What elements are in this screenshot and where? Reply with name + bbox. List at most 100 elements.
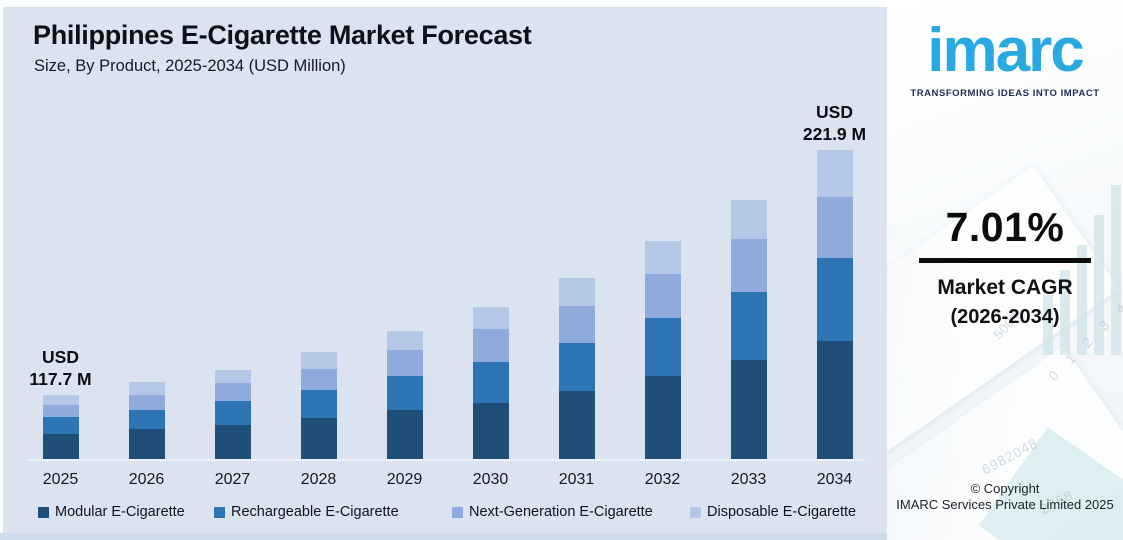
bar-segment [42, 405, 79, 417]
bottom-strip-decoration [0, 533, 890, 540]
chart-title: Philippines E-Cigarette Market Forecast [33, 20, 532, 50]
bar-segment [730, 239, 767, 292]
bar-segment [472, 403, 509, 459]
value-label-line: 221.9 M [802, 124, 867, 144]
background-bars-decoration [1043, 160, 1121, 355]
bar-segment [128, 410, 165, 429]
bar-segment [472, 329, 509, 362]
cagr-block: 7.01% Market CAGR (2026-2034) [887, 204, 1123, 329]
imarc-logo: imarc TRANSFORMING IDEAS INTO IMPACT [887, 14, 1123, 99]
background-bar-decoration [1111, 185, 1121, 355]
copyright-line2: IMARC Services Private Limited 2025 [896, 497, 1114, 512]
legend-item: Rechargeable E-Cigarette [214, 504, 399, 520]
bar-2032 [644, 241, 681, 459]
cagr-value: 7.01% [945, 204, 1065, 250]
legend-label: Disposable E-Cigarette [707, 504, 857, 520]
bar-segment [558, 278, 595, 306]
bar-segment [644, 274, 681, 318]
bar-2027 [214, 370, 251, 459]
brand-panel: 500.0 0 1 2 3 4 6982048 2768 imarc TRANSFOR… [887, 0, 1123, 540]
bar-segment [816, 341, 853, 459]
x-axis-label: 2025 [42, 471, 79, 488]
copyright: © Copyright IMARC Services Private Limit… [887, 481, 1123, 513]
bar-segment [214, 425, 251, 459]
background-bar-decoration [1077, 245, 1087, 355]
chart-subtitle: Size, By Product, 2025-2034 (USD Million… [34, 57, 346, 75]
bar-segment [214, 401, 251, 425]
value-label-line: USD [42, 347, 79, 367]
bar-segment [730, 200, 767, 239]
bar-segment [558, 391, 595, 459]
bar-segment [128, 429, 165, 459]
bar-2030 [472, 307, 509, 459]
x-axis-line [29, 459, 865, 461]
background-bar-decoration [1094, 215, 1104, 355]
value-label-line: 117.7 M [29, 369, 92, 389]
cagr-period: (2026-2034) [950, 306, 1060, 328]
bar-segment [730, 360, 767, 459]
bar-segment [386, 410, 423, 459]
bar-2031 [558, 278, 595, 459]
x-axis-label: 2027 [214, 471, 251, 488]
bar-segment [730, 292, 767, 360]
bar-segment [214, 370, 251, 383]
bar-segment [644, 241, 681, 274]
background-bar-decoration [1043, 295, 1053, 355]
cagr-divider [919, 258, 1091, 263]
x-axis-label: 2030 [472, 471, 509, 488]
bar-2029 [386, 331, 423, 459]
bar-segment [42, 395, 79, 405]
imarc-logo-tagline: TRANSFORMING IDEAS INTO IMPACT [910, 88, 1100, 99]
legend-swatch-icon [38, 506, 49, 518]
value-label-line: USD [816, 102, 853, 122]
bar-segment [472, 307, 509, 329]
copyright-line1: © Copyright [970, 481, 1040, 496]
bar-segment [558, 343, 595, 391]
bar-segment [214, 383, 251, 401]
bar-segment [386, 376, 423, 410]
legend-item: Next-Generation E-Cigarette [452, 504, 653, 520]
background-bar-decoration [1060, 270, 1070, 355]
legend-label: Next-Generation E-Cigarette [469, 504, 653, 520]
bar-segment [386, 331, 423, 350]
value-label-2034: USD 221.9 M [770, 101, 900, 145]
bar-segment [816, 150, 853, 197]
x-axis-label: 2034 [816, 471, 853, 488]
bar-segment [128, 395, 165, 410]
legend-swatch-icon [690, 506, 701, 518]
bar-segment [300, 352, 337, 369]
legend-label: Rechargeable E-Cigarette [231, 504, 399, 520]
bar-segment [558, 306, 595, 343]
bar-segment [816, 197, 853, 258]
bar-segment [128, 382, 165, 395]
legend-item: Modular E-Cigarette [38, 504, 185, 520]
bar-segment [300, 418, 337, 459]
bar-2028 [300, 352, 337, 459]
cagr-label: Market CAGR [937, 276, 1073, 299]
bar-segment [300, 390, 337, 418]
bar-segment [472, 362, 509, 403]
x-axis-label: 2033 [730, 471, 767, 488]
bar-segment [42, 434, 79, 459]
x-axis-label: 2026 [128, 471, 165, 488]
x-axis-label: 2031 [558, 471, 595, 488]
bar-segment [300, 369, 337, 390]
value-label-2025: USD 117.7 M [0, 346, 126, 390]
bar-2026 [128, 382, 165, 459]
legend-swatch-icon [214, 506, 225, 518]
bar-segment [644, 376, 681, 459]
bar-segment [386, 350, 423, 376]
bar-2034 [816, 150, 853, 459]
legend-label: Modular E-Cigarette [55, 504, 185, 520]
legend-item: Disposable E-Cigarette [690, 504, 856, 520]
imarc-logo-text: imarc [927, 16, 1084, 85]
chart-panel: Philippines E-Cigarette Market Forecast … [0, 0, 890, 540]
legend-swatch-icon [452, 506, 463, 518]
bar-segment [816, 258, 853, 341]
bar-2025 [42, 395, 79, 459]
x-axis-label: 2028 [300, 471, 337, 488]
x-axis-label: 2032 [644, 471, 681, 488]
bar-2033 [730, 200, 767, 459]
bar-segment [644, 318, 681, 376]
